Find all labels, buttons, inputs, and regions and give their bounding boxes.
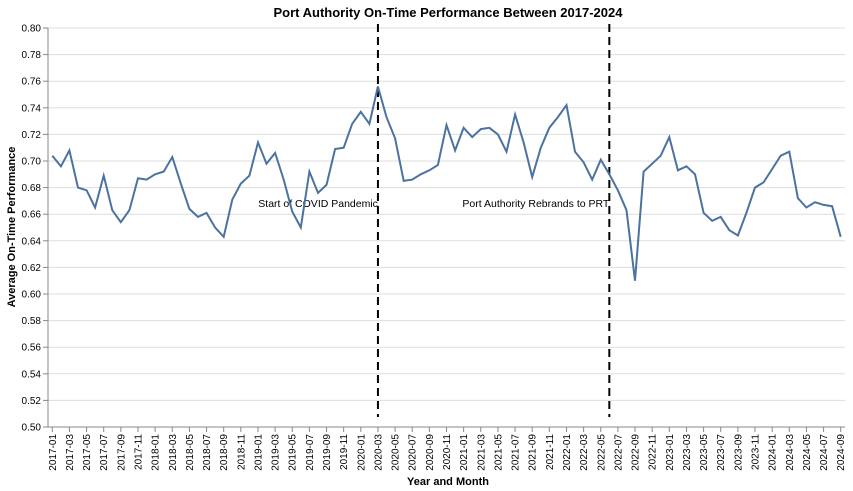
x-tick-label: 2018-01 [151, 434, 162, 471]
x-tick-label: 2019-03 [271, 434, 282, 471]
x-tick-label: 2023-07 [716, 434, 727, 471]
x-tick-label: 2022-05 [596, 434, 607, 471]
x-tick-label: 2023-11 [751, 434, 762, 470]
y-axis-title: Average On-Time Performance [6, 147, 18, 308]
x-tick-label: 2021-09 [528, 434, 539, 471]
x-tick-label: 2024-03 [785, 434, 796, 471]
x-tick-label: 2018-09 [219, 434, 230, 471]
annotation-label: Port Authority Rebrands to PRT [462, 198, 609, 210]
y-tick-label: 0.74 [22, 103, 42, 114]
annotations: Start of COVID Pandemic Port Authority Re… [258, 198, 610, 210]
x-axis-title: Year and Month [407, 476, 489, 488]
y-tick-label: 0.66 [22, 210, 42, 221]
gridlines [48, 27, 845, 428]
y-tick-label: 0.58 [22, 316, 42, 327]
y-tick-label: 0.62 [22, 263, 42, 274]
x-tick-label: 2023-09 [733, 434, 744, 471]
x-tick-label: 2020-03 [373, 434, 384, 471]
x-tick-label: 2019-09 [322, 434, 333, 471]
x-tick-label: 2024-07 [819, 434, 830, 471]
y-tick-label: 0.68 [22, 183, 42, 194]
y-tick-label: 0.70 [22, 157, 42, 168]
x-tick-label: 2019-01 [253, 434, 264, 471]
y-tick-label: 0.80 [22, 24, 42, 35]
x-tick-label: 2017-07 [99, 434, 110, 471]
x-tick-label: 2024-09 [836, 434, 847, 471]
event-lines [376, 24, 611, 417]
y-tick-label: 0.64 [22, 236, 42, 247]
x-tick-label: 2022-03 [579, 434, 590, 471]
x-tick-label: 2022-01 [562, 434, 573, 471]
x-tick-label: 2023-01 [665, 434, 676, 471]
x-tick-label: 2017-05 [82, 434, 93, 471]
x-tick-label: 2020-01 [356, 434, 367, 471]
y-tick-label: 0.76 [22, 77, 42, 88]
x-tick-label: 2021-11 [545, 434, 556, 470]
y-tick-label: 0.56 [22, 343, 42, 354]
x-tick-label: 2018-07 [202, 434, 213, 471]
x-tick-label: 2021-05 [493, 434, 504, 471]
x-tick-label: 2019-11 [339, 434, 350, 470]
x-tick-label: 2019-07 [305, 434, 316, 471]
x-tick-label: 2017-09 [116, 434, 127, 471]
x-tick-label: 2020-07 [408, 434, 419, 471]
x-tick-label: 2017-01 [48, 434, 59, 471]
y-tick-label: 0.50 [22, 423, 42, 434]
x-tick-label: 2021-03 [476, 434, 487, 471]
x-tick-label: 2019-05 [288, 434, 299, 471]
chart-title: Port Authority On-Time Performance Betwe… [274, 5, 624, 20]
x-tick-label: 2022-07 [613, 434, 624, 471]
x-tick-label: 2018-03 [168, 434, 179, 471]
x-tick-label: 2021-01 [459, 434, 470, 471]
x-tick-label: 2018-05 [185, 434, 196, 471]
y-axis: 0.50 0.52 0.54 0.56 0.58 0.60 0.62 0.64 0.66 0.68… [22, 24, 49, 434]
x-tick-label: 2023-05 [699, 434, 710, 471]
x-tick-label: 2022-09 [631, 434, 642, 471]
x-tick-label: 2017-03 [65, 434, 76, 471]
x-tick-label: 2020-09 [425, 434, 436, 471]
y-tick-label: 0.54 [22, 369, 42, 380]
x-tick-label: 2021-07 [511, 434, 522, 471]
y-tick-label: 0.60 [22, 290, 42, 301]
y-tick-label: 0.72 [22, 130, 42, 141]
x-tick-label: 2022-11 [648, 434, 659, 470]
x-tick-label: 2020-05 [391, 434, 402, 471]
annotation-label: Start of COVID Pandemic [258, 198, 378, 210]
x-tick-label: 2024-01 [768, 434, 779, 471]
y-tick-label: 0.78 [22, 50, 42, 61]
x-tick-label: 2023-03 [682, 434, 693, 471]
x-tick-label: 2024-05 [802, 434, 813, 471]
x-tick-label: 2017-11 [133, 434, 144, 470]
x-tick-label: 2020-11 [442, 434, 453, 470]
series-line [51, 86, 842, 281]
y-tick-label: 0.52 [22, 396, 42, 407]
x-tick-label: 2018-11 [236, 434, 247, 470]
x-axis: 2017-01 2017-03 2017-05 2017-07 2017-09 2017-… [48, 426, 847, 471]
